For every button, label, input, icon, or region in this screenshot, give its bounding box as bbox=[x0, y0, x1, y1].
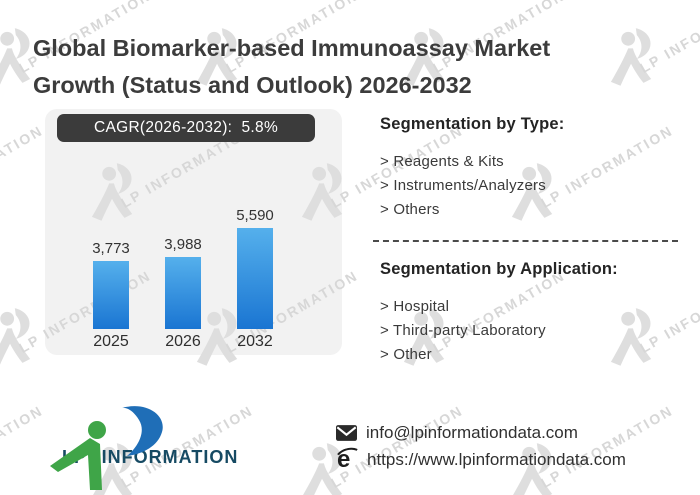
website-row: e https://www.lpinformationdata.com bbox=[332, 444, 626, 473]
segmentation-type-heading: Segmentation by Type: bbox=[380, 115, 565, 133]
bar-2026 bbox=[165, 257, 201, 329]
bar-chart: CAGR(2026-2032): 5.8% 3,773 2025 3,988 2026… bbox=[45, 109, 342, 355]
email-row: info@lpinformationdata.com bbox=[336, 419, 626, 446]
segmentation-application-list: > Hospital > Third-party Laboratory > Othe… bbox=[380, 295, 678, 367]
segment-item: > Hospital bbox=[380, 298, 450, 315]
page-title-line2: Growth (Status and Outlook) 2026-2032 bbox=[33, 72, 472, 98]
bar-value-label: 3,988 bbox=[164, 236, 202, 253]
bar-value-label: 3,773 bbox=[92, 240, 130, 257]
contact-info: info@lpinformationdata.com e https://www… bbox=[332, 419, 626, 473]
segment-item: > Other bbox=[380, 346, 432, 363]
cagr-badge: CAGR(2026-2032): 5.8% bbox=[57, 114, 315, 142]
page-title-line1: Global Biomarker-based Immunoassay Marke… bbox=[33, 35, 551, 61]
website-url: https://www.lpinformationdata.com bbox=[367, 449, 626, 469]
browser-icon: e bbox=[332, 444, 366, 472]
bar-year-label: 2026 bbox=[165, 333, 201, 350]
segment-item: > Reagents & Kits bbox=[380, 153, 504, 170]
segment-item: > Others bbox=[380, 201, 440, 218]
bar-value-label: 5,590 bbox=[236, 207, 274, 224]
segmentation-application-heading: Segmentation by Application: bbox=[380, 260, 618, 278]
email-address: info@lpinformationdata.com bbox=[366, 422, 578, 442]
bar-year-label: 2032 bbox=[237, 333, 273, 350]
bar-year-label: 2025 bbox=[93, 333, 129, 350]
email-icon bbox=[336, 424, 357, 441]
lp-information-logo: LP INFORMATION bbox=[34, 400, 244, 495]
lp-logo-figure-icon bbox=[50, 406, 163, 490]
bar-2025 bbox=[93, 261, 129, 329]
dashed-divider bbox=[373, 240, 678, 242]
segment-item: > Instruments/Analyzers bbox=[380, 177, 546, 194]
segment-item: > Third-party Laboratory bbox=[380, 322, 546, 339]
segmentation-panel: Segmentation by Type: > Reagents & Kits >… bbox=[373, 110, 678, 367]
segmentation-type-list: > Reagents & Kits > Instruments/Analyzers… bbox=[380, 150, 678, 222]
bar-2032 bbox=[237, 228, 273, 329]
page-title: Global Biomarker-based Immunoassay Marke… bbox=[33, 30, 653, 104]
